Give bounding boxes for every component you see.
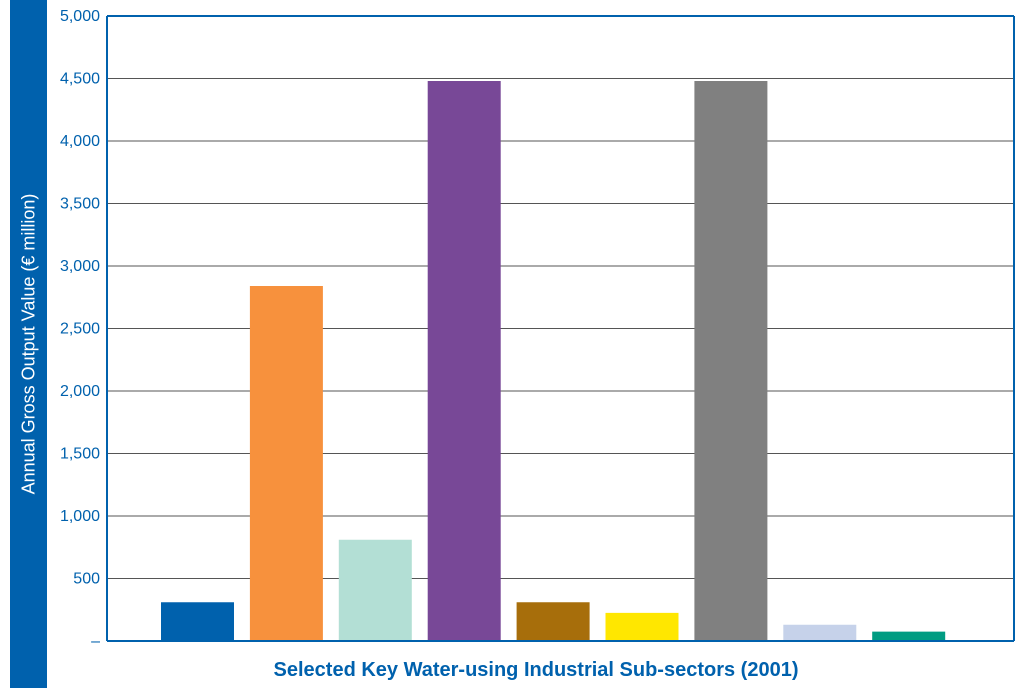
bar — [606, 613, 679, 641]
bar — [428, 81, 501, 641]
bar — [517, 602, 590, 641]
x-axis-title: Selected Key Water-using Industrial Sub-… — [47, 652, 1025, 688]
bar — [783, 625, 856, 641]
y-tick-label: – — [91, 633, 100, 650]
bar-chart: – 500 1,000 1,500 2,000 2,500 3,000 3,500 4,000 4… — [0, 0, 1025, 652]
y-tick-label: 2,500 — [60, 321, 100, 338]
y-tick-label: 5,000 — [60, 8, 100, 25]
y-tick-label: 3,500 — [60, 196, 100, 213]
y-tick-label: 3,000 — [60, 258, 100, 275]
bar — [250, 286, 323, 641]
bar — [161, 602, 234, 641]
y-tick-label: 1,500 — [60, 446, 100, 463]
bar — [694, 81, 767, 641]
bar — [339, 540, 412, 641]
y-tick-label: 4,500 — [60, 71, 100, 88]
bar — [872, 632, 945, 641]
y-tick-label: 500 — [73, 571, 100, 588]
y-tick-label: 4,000 — [60, 133, 100, 150]
y-tick-label: 1,000 — [60, 508, 100, 525]
y-tick-label: 2,000 — [60, 383, 100, 400]
